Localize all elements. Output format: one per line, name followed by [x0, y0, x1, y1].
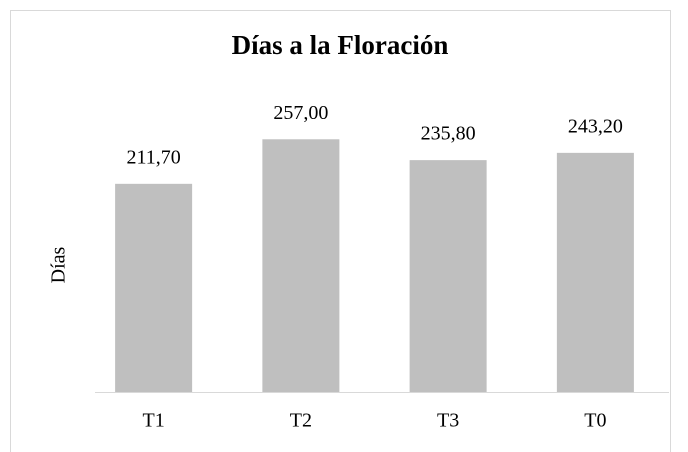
value-label: 243,20 — [568, 115, 623, 137]
y-axis-label: Días — [48, 246, 70, 283]
bar — [115, 183, 193, 392]
chart-title: Días a la Floración — [232, 30, 449, 60]
value-label: 211,70 — [126, 146, 180, 168]
x-tick-label: T2 — [290, 410, 312, 432]
value-label: 235,80 — [421, 123, 476, 145]
value-label: 257,00 — [273, 102, 328, 124]
x-tick-label: T3 — [437, 410, 459, 432]
x-tick-label: T1 — [143, 410, 165, 432]
bar — [409, 160, 487, 392]
bar — [556, 152, 634, 392]
x-tick-label: T0 — [584, 410, 606, 432]
bar — [262, 139, 340, 392]
